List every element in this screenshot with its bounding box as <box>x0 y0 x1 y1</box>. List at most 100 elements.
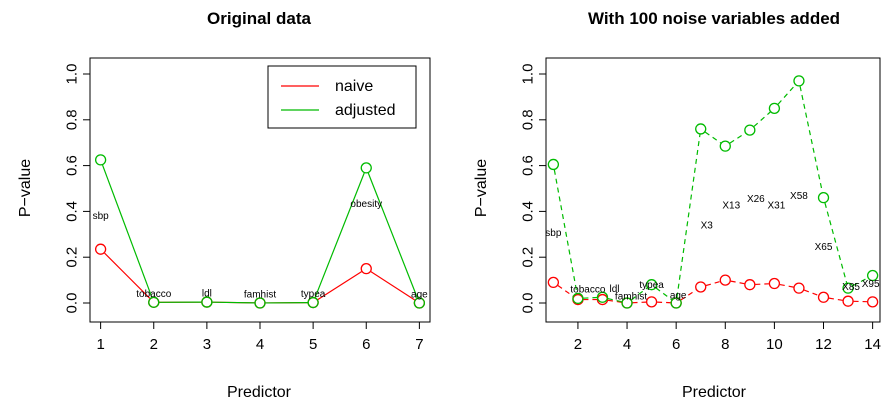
series-lines <box>101 164 418 304</box>
y-tick-label: 0.6 <box>520 155 537 176</box>
x-axis-title: Predictor <box>682 384 747 401</box>
y-axis: 0.0 0.2 0.4 0.6 0.8 1.0 <box>520 64 547 314</box>
y-tick-label: 0.8 <box>64 109 81 130</box>
x-tick-label: 6 <box>672 336 680 353</box>
series-adjusted-segment <box>753 111 771 127</box>
plot-frame <box>545 57 881 323</box>
series-naive-point <box>547 276 560 289</box>
point-label: age <box>670 291 687 302</box>
y-tick-label: 0.2 <box>520 247 537 268</box>
series-adjusted-point <box>817 192 830 204</box>
series-naive-segment <box>557 285 574 297</box>
series-adjusted-point <box>842 282 854 294</box>
series-adjusted-point <box>695 123 707 135</box>
series-adjusted-segment <box>101 164 153 298</box>
point-label: famhist <box>615 292 647 303</box>
series-naive-point <box>842 295 854 307</box>
x-tick-label: 5 <box>309 336 317 353</box>
y-axis-title: P−value <box>473 159 490 217</box>
series-naive-segment <box>680 289 697 301</box>
x-tick-label: 4 <box>256 336 264 353</box>
x-tick-label: 2 <box>574 336 582 353</box>
series-naive-point <box>94 243 107 255</box>
point-label: X58 <box>790 191 808 202</box>
series-naive-point <box>768 277 781 290</box>
series-adjusted-point <box>413 297 426 309</box>
y-tick-label: 1.0 <box>520 64 537 85</box>
series-adjusted-point <box>768 102 781 114</box>
series-adjusted-segment <box>655 287 673 301</box>
series-adjusted-point <box>307 296 319 309</box>
series-adjusted-segment <box>824 202 848 283</box>
x-tick-label: 7 <box>415 336 423 353</box>
series-adjusted-segment <box>704 131 722 144</box>
x-tick-label: 2 <box>150 336 158 353</box>
series-naive-point <box>866 296 879 308</box>
chart-noise-variables: With 100 noise variables added Predictor… <box>473 9 881 401</box>
y-tick-label: 0.8 <box>520 109 537 130</box>
series-naive-point <box>719 274 731 286</box>
x-tick-label: 3 <box>203 336 211 353</box>
y-tick-label: 0.2 <box>64 247 81 268</box>
point-label: X95 <box>862 279 880 290</box>
series-naive-segment <box>779 283 794 288</box>
chart-title: With 100 noise variables added <box>588 9 840 28</box>
series-naive-segment <box>730 280 745 285</box>
point-label: famhist <box>244 290 276 301</box>
series-naive-point <box>793 282 805 294</box>
chart-title: Original data <box>207 9 311 28</box>
point-label: tobacco <box>136 289 171 300</box>
x-axis: 2 4 6 8 10 12 14 <box>574 321 881 353</box>
series-adjusted-point <box>596 291 609 303</box>
series-adjusted-point <box>744 124 756 136</box>
x-tick-label: 12 <box>815 336 832 353</box>
series-adjusted-point <box>201 296 213 308</box>
point-label: ldl <box>202 289 212 300</box>
series-adjusted-point <box>547 158 560 171</box>
series-adjusted-segment <box>631 287 648 301</box>
series-adjusted-segment <box>676 134 701 298</box>
series-naive-segment <box>317 271 362 301</box>
y-tick-label: 0.4 <box>520 201 537 222</box>
series-adjusted-point <box>621 297 633 309</box>
point-label: sbp <box>93 211 110 222</box>
y-tick-label: 0.4 <box>64 201 81 222</box>
series-adjusted-point <box>360 162 372 174</box>
series-naive-segment <box>607 299 622 303</box>
series-naive-segment <box>828 297 843 301</box>
x-tick-label: 8 <box>721 336 729 353</box>
series-naive-segment <box>657 301 671 304</box>
series-adjusted-point <box>645 279 658 291</box>
series-lines <box>553 84 869 304</box>
series-adjusted-segment <box>553 169 578 294</box>
point-label: age <box>411 290 428 301</box>
series-adjusted-segment <box>607 297 622 303</box>
point-label: typea <box>639 280 664 291</box>
point-label: obesity <box>350 199 382 210</box>
y-tick-label: 0.0 <box>520 293 537 314</box>
series-naive-segment <box>755 283 769 286</box>
point-labels: sbp tobacco ldl famhist typea obesity age <box>93 199 429 301</box>
point-label: X13 <box>722 201 740 212</box>
point-label: X65 <box>815 242 833 253</box>
point-label: sbp <box>545 228 562 239</box>
point-label: X85 <box>842 282 860 293</box>
point-label: ldl <box>609 284 619 295</box>
series-adjusted-point <box>572 292 584 305</box>
series-naive-point <box>695 281 707 293</box>
series-naive-point <box>360 262 372 275</box>
series-adjusted-segment <box>367 172 418 299</box>
series-adjusted-point <box>793 75 805 87</box>
legend: naive adjusted <box>267 65 417 129</box>
series-adjusted-point <box>94 154 107 166</box>
point-label: X31 <box>767 200 785 211</box>
series-naive-segment <box>370 271 416 301</box>
x-tick-label: 1 <box>96 336 104 353</box>
series-naive-segment <box>705 281 721 287</box>
point-label: X3 <box>701 220 714 231</box>
x-tick-label: 14 <box>864 336 881 353</box>
x-axis: 1 2 3 4 5 6 7 <box>96 321 424 353</box>
